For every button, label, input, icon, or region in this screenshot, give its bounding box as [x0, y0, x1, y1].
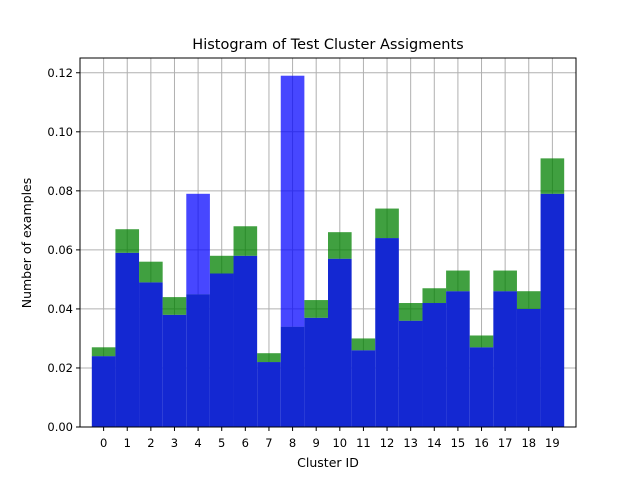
y-tick-label: 0.08 — [47, 184, 73, 198]
x-axis-label: Cluster ID — [297, 455, 359, 470]
x-tick-label: 5 — [218, 436, 225, 450]
y-tick-label: 0.10 — [47, 125, 73, 139]
bar-series-2 — [398, 303, 423, 321]
bar-overlap — [209, 273, 234, 427]
bar-overlap — [257, 362, 281, 427]
bar-overlap — [422, 303, 447, 427]
bar-series-2 — [516, 291, 541, 309]
bar-overlap — [304, 317, 328, 427]
bar-overlap — [375, 238, 399, 427]
y-axis-ticks: 0.00 0.02 0.04 0.06 0.08 0.10 0.12 — [47, 66, 80, 434]
bar-series-2 — [115, 229, 140, 253]
bar-series-2 — [257, 353, 281, 363]
bar-overlap — [540, 193, 565, 427]
bar-series-1 — [186, 193, 210, 295]
bar-overlap — [233, 255, 258, 427]
bar-series-2 — [351, 338, 376, 351]
x-tick-label: 7 — [265, 436, 272, 450]
x-tick-label: 18 — [521, 436, 536, 450]
bars — [91, 75, 565, 427]
bar-series-2 — [233, 226, 258, 256]
bar-series-2 — [422, 288, 447, 304]
bar-series-2 — [446, 270, 470, 292]
bar-overlap — [446, 291, 470, 427]
bar-overlap — [91, 356, 116, 427]
x-tick-label: 8 — [289, 436, 296, 450]
bar-series-2 — [375, 208, 399, 239]
bar-overlap — [186, 294, 210, 427]
y-tick-label: 0.02 — [47, 361, 73, 375]
x-tick-label: 11 — [356, 436, 371, 450]
x-tick-label: 2 — [147, 436, 154, 450]
x-tick-label: 12 — [380, 436, 395, 450]
y-tick-label: 0.12 — [47, 66, 73, 80]
chart-title: Histogram of Test Cluster Assigments — [192, 37, 463, 53]
y-tick-label: 0.06 — [47, 243, 73, 257]
x-tick-label: 0 — [100, 436, 107, 450]
y-tick-label: 0.00 — [47, 420, 73, 434]
x-tick-label: 6 — [242, 436, 249, 450]
bar-overlap — [351, 350, 376, 427]
bar-overlap — [162, 314, 187, 427]
x-tick-label: 19 — [545, 436, 560, 450]
bar-series-2 — [469, 335, 494, 348]
bar-overlap — [115, 252, 140, 427]
x-tick-label: 10 — [332, 436, 347, 450]
x-tick-label: 13 — [403, 436, 418, 450]
bar-overlap — [398, 320, 423, 427]
x-tick-label: 17 — [498, 436, 513, 450]
bar-series-2 — [328, 232, 352, 259]
bar-overlap — [469, 347, 494, 427]
x-tick-label: 4 — [194, 436, 201, 450]
bar-series-2 — [139, 261, 163, 283]
bar-series-2 — [209, 255, 234, 274]
y-axis-label: Number of examples — [19, 178, 34, 309]
bar-overlap — [139, 282, 163, 427]
bar-series-2 — [540, 158, 565, 194]
x-tick-label: 9 — [313, 436, 320, 450]
y-tick-label: 0.04 — [47, 302, 73, 316]
bar-overlap — [280, 326, 305, 427]
bar-overlap — [328, 258, 352, 427]
bar-series-2 — [91, 347, 116, 357]
x-tick-label: 3 — [171, 436, 178, 450]
plot-frame — [79, 57, 577, 428]
bar-series-2 — [162, 297, 187, 315]
x-tick-label: 15 — [451, 436, 466, 450]
bar-overlap — [493, 291, 517, 427]
x-tick-label: 1 — [124, 436, 131, 450]
bar-series-1 — [280, 75, 305, 327]
bar-series-2 — [493, 270, 517, 292]
x-tick-label: 16 — [474, 436, 489, 450]
x-axis-ticks: 0 1 2 3 4 5 6 7 8 9 10 11 12 13 14 15 16 17 18 19 — [100, 427, 560, 450]
bar-series-2 — [304, 300, 328, 318]
bar-overlap — [516, 308, 541, 427]
x-tick-label: 14 — [427, 436, 442, 450]
